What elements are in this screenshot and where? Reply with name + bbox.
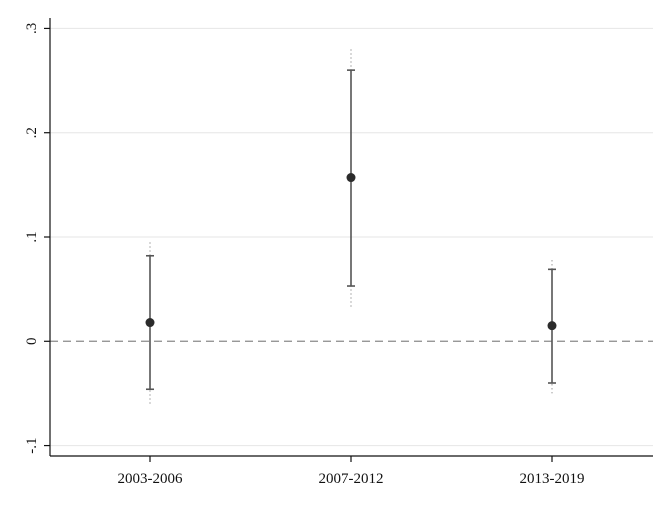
y-tick-label: 0 bbox=[24, 338, 40, 346]
point-estimates bbox=[145, 173, 557, 331]
x-axis-ticks: 2003-2006 2007-2012 2013-2019 bbox=[118, 456, 585, 487]
x-tick-label: 2013-2019 bbox=[520, 471, 585, 487]
point-estimate bbox=[346, 173, 356, 183]
point-estimate bbox=[547, 321, 557, 331]
y-tick-label: .1 bbox=[24, 231, 40, 242]
y-tick-label: .2 bbox=[24, 127, 40, 138]
x-tick-label: 2003-2006 bbox=[118, 471, 183, 487]
point-estimate bbox=[145, 318, 155, 328]
y-tick-label: .3 bbox=[24, 23, 40, 34]
y-axis-ticks: -.1 0 .1 .2 .3 bbox=[24, 23, 50, 454]
x-tick-label: 2007-2012 bbox=[319, 471, 384, 487]
y-tick-label: -.1 bbox=[24, 437, 40, 453]
